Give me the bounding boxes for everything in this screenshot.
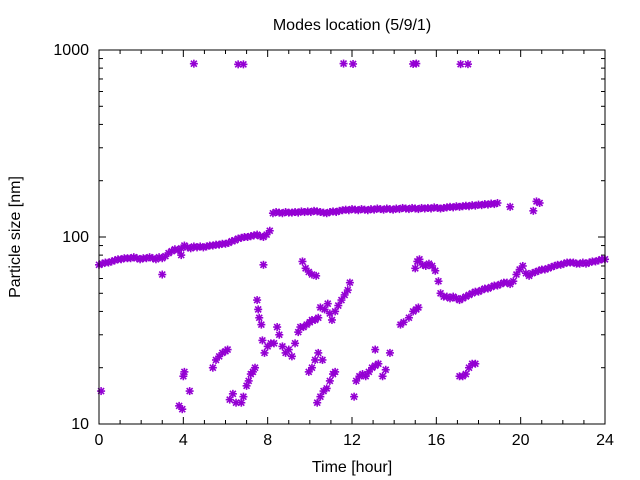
- data-point: [345, 278, 354, 287]
- data-point: [361, 372, 370, 381]
- data-point: [287, 352, 296, 361]
- data-point: [506, 202, 515, 211]
- data-point: [350, 392, 359, 401]
- data-point: [471, 359, 480, 368]
- data-point: [318, 355, 327, 364]
- data-point: [463, 60, 472, 69]
- data-point: [177, 251, 186, 260]
- data-point: [331, 367, 340, 376]
- data-point: [374, 359, 383, 368]
- data-point: [228, 389, 237, 398]
- data-point: [239, 60, 248, 69]
- data-point: [273, 323, 282, 332]
- data-point: [189, 59, 198, 68]
- data-point: [239, 392, 248, 401]
- data-point: [244, 376, 253, 385]
- data-point: [215, 352, 224, 361]
- data-point: [225, 395, 234, 404]
- data-point: [223, 345, 232, 354]
- data-point: [260, 348, 269, 357]
- chart-title: Modes location (5/9/1): [273, 17, 431, 34]
- data-point: [518, 261, 527, 270]
- data-point: [343, 286, 352, 295]
- data-point: [529, 206, 538, 215]
- data-point: [158, 270, 167, 279]
- data-point: [415, 255, 424, 264]
- plot-frame: [98, 49, 606, 425]
- data-point: [251, 363, 260, 372]
- data-point: [322, 384, 331, 393]
- data-point: [456, 60, 465, 69]
- data-point: [161, 252, 170, 261]
- data-point: [493, 198, 502, 207]
- data-point: [325, 376, 334, 385]
- data-point: [399, 318, 408, 327]
- data-point: [512, 270, 521, 279]
- y-tick-label: 100: [62, 229, 89, 246]
- data-point: [180, 367, 189, 376]
- x-tick-label: 8: [263, 432, 272, 449]
- data-point: [461, 370, 470, 379]
- data-point: [314, 313, 323, 322]
- data-point: [313, 398, 322, 407]
- data-point: [284, 345, 293, 354]
- data-point: [253, 296, 262, 305]
- data-point: [582, 259, 591, 268]
- data-point: [298, 257, 307, 266]
- data-point: [208, 363, 217, 372]
- data-point: [178, 405, 187, 414]
- x-tick-label: 20: [512, 432, 530, 449]
- data-point: [255, 313, 264, 322]
- data-point: [378, 372, 387, 381]
- data-point: [320, 305, 329, 314]
- data-point: [278, 342, 287, 351]
- data-point: [258, 336, 267, 345]
- x-tick-label: 12: [343, 432, 361, 449]
- data-point: [291, 339, 300, 348]
- data-point: [175, 401, 184, 410]
- data-point: [349, 59, 358, 68]
- data-point: [185, 387, 194, 396]
- x-axis-title: Time [hour]: [312, 459, 392, 476]
- data-point: [275, 330, 284, 339]
- data-point: [339, 59, 348, 68]
- data-point: [269, 339, 278, 348]
- data-point: [411, 264, 420, 273]
- data-point: [307, 363, 316, 372]
- data-point: [337, 296, 346, 305]
- data-point: [428, 261, 437, 270]
- data-point: [434, 277, 443, 286]
- data-point: [509, 277, 518, 286]
- data-point: [535, 198, 544, 207]
- data-point: [414, 303, 423, 312]
- x-tick-label: 4: [179, 432, 188, 449]
- y-axis-title: Particle size [nm]: [7, 176, 24, 298]
- data-point: [257, 320, 266, 329]
- x-tick-label: 0: [95, 432, 104, 449]
- data-point: [323, 299, 332, 308]
- data-point: [316, 392, 325, 401]
- data-point: [311, 355, 320, 364]
- data-point: [327, 315, 336, 324]
- data-point: [314, 348, 323, 357]
- data-point: [385, 348, 394, 357]
- data-point: [431, 266, 440, 275]
- x-tick-label: 16: [427, 432, 445, 449]
- data-point: [334, 301, 343, 310]
- y-tick-label: 1000: [53, 42, 89, 59]
- data-point: [381, 365, 390, 374]
- data-point: [404, 313, 413, 322]
- data-point: [331, 307, 340, 316]
- data-point: [412, 59, 421, 68]
- data-point: [259, 260, 268, 269]
- data-point: [265, 226, 274, 235]
- data-point: [371, 345, 380, 354]
- y-tick-label: 10: [71, 416, 89, 433]
- x-tick-label: 24: [596, 432, 614, 449]
- data-point: [237, 398, 246, 407]
- data-point: [312, 271, 321, 280]
- data-point: [254, 305, 263, 314]
